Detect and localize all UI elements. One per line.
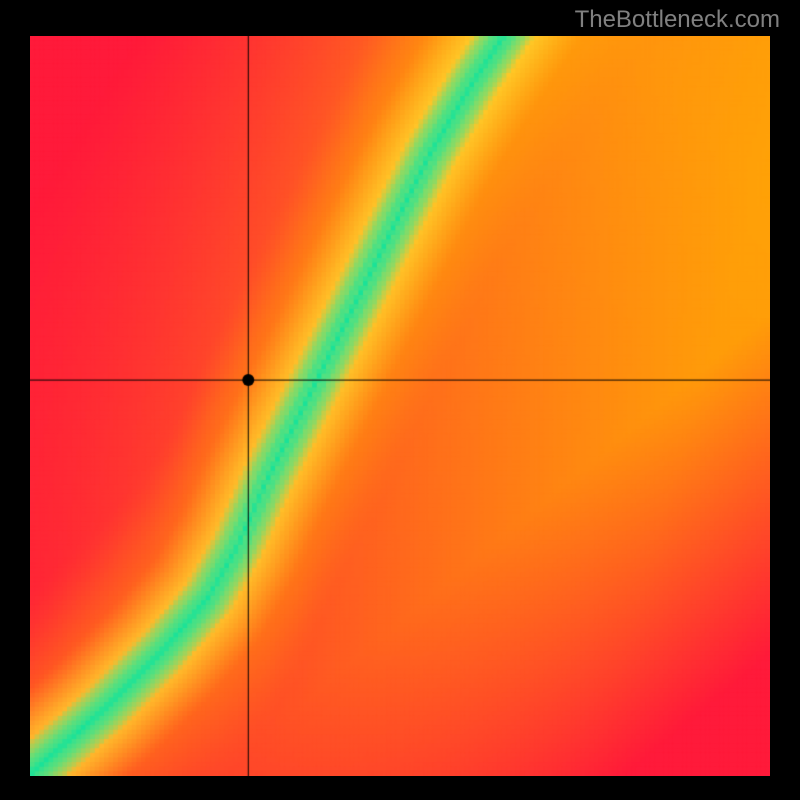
watermark-text: TheBottleneck.com <box>575 6 780 34</box>
chart-container: { "watermark": { "text": "TheBottleneck.… <box>0 0 800 800</box>
bottleneck-heatmap <box>30 36 770 776</box>
